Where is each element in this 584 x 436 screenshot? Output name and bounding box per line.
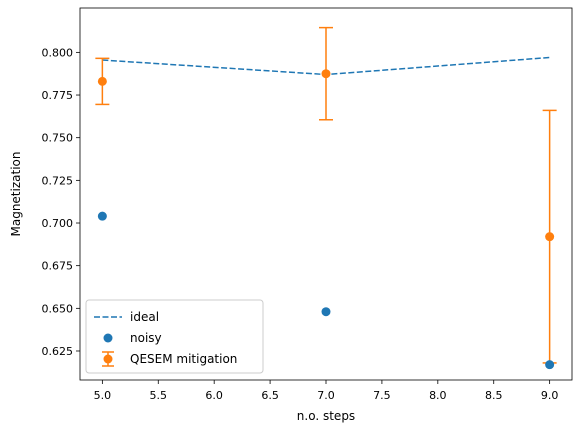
noisy-point [321,307,331,317]
y-tick-label: 0.800 [42,46,74,59]
x-tick-label: 7.0 [317,389,335,402]
x-axis-ticks: 5.0 5.5 6.0 6.5 7.0 7.5 8.0 8.5 9.0 [94,380,559,402]
legend-qesem-label: QESEM mitigation [130,352,237,366]
y-tick-label: 0.700 [42,217,74,230]
x-tick-label: 7.5 [373,389,391,402]
x-tick-label: 5.0 [94,389,112,402]
noisy-point [97,211,107,221]
x-tick-label: 6.0 [205,389,223,402]
x-tick-label: 8.5 [485,389,503,402]
legend-ideal-label: ideal [130,310,159,324]
x-tick-label: 8.0 [429,389,447,402]
y-tick-label: 0.775 [42,89,74,102]
qesem-point [97,76,107,86]
x-tick-label: 5.5 [150,389,168,402]
y-axis-ticks: 0.625 0.650 0.675 0.700 0.725 0.750 0.775 0.800 [42,46,80,358]
legend-noisy-label: noisy [130,331,162,345]
y-tick-label: 0.750 [42,132,74,145]
y-tick-label: 0.650 [42,302,74,315]
x-tick-label: 6.5 [261,389,279,402]
legend-box [85,299,264,374]
legend: ideal noisy QESEM mitigation [85,299,264,374]
y-tick-label: 0.625 [42,345,74,358]
y-tick-label: 0.725 [42,174,74,187]
legend-noisy-swatch [103,333,113,343]
qesem-point [545,232,555,242]
qesem-point [321,69,331,79]
y-axis-label: Magnetization [9,152,23,237]
legend-qesem-swatch [103,354,113,364]
plot-area [95,26,557,370]
noisy-point [545,360,555,370]
x-axis-label: n.o. steps [297,409,355,423]
x-tick-label: 9.0 [541,389,559,402]
y-tick-label: 0.675 [42,260,74,273]
